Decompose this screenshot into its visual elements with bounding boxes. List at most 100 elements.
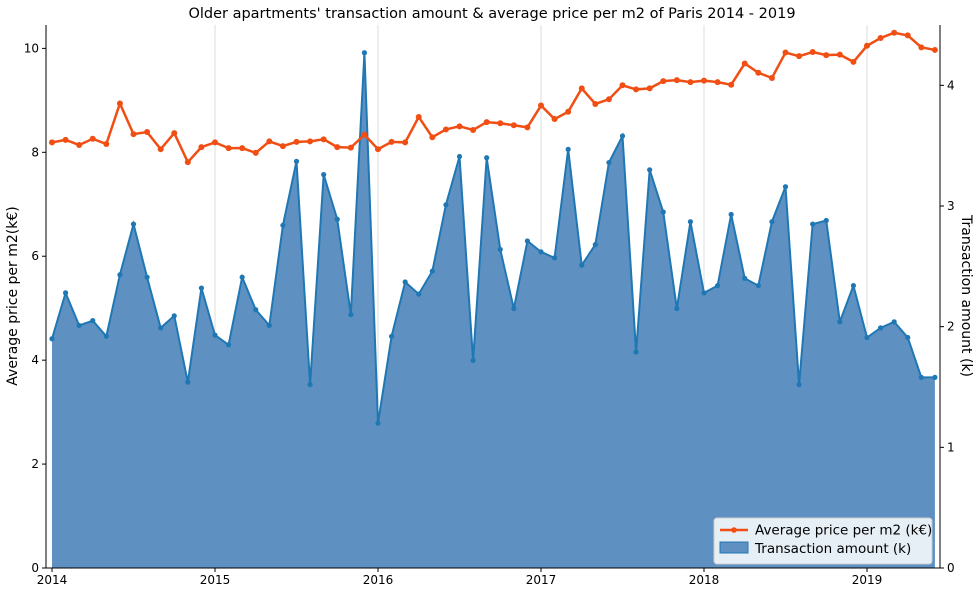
price-point [687, 79, 694, 86]
price-point [565, 108, 572, 115]
transaction-point [619, 133, 626, 139]
transaction-point [674, 305, 680, 312]
transaction-point [511, 305, 517, 312]
transaction-point [348, 312, 354, 318]
transaction-point [307, 381, 313, 388]
price-point [741, 60, 748, 67]
transaction-point [456, 153, 463, 160]
transaction-line [51, 52, 935, 424]
price-point [728, 81, 735, 88]
legend-box [713, 517, 933, 565]
transaction-point [918, 374, 924, 380]
left-y-tick-label: 2 [31, 457, 39, 471]
transaction-point [225, 342, 232, 348]
x-tick-label: 2018 [689, 573, 720, 587]
price-point [510, 122, 517, 129]
price-point [415, 113, 422, 120]
transaction-point [769, 219, 775, 225]
transaction-point [755, 283, 761, 289]
price-point [456, 123, 463, 130]
price-point [307, 138, 314, 145]
transaction-point [497, 246, 503, 253]
left-y-tick-label: 8 [31, 145, 39, 159]
transaction-point [592, 242, 598, 248]
left-axis-title: Average price per m2(k€) [5, 206, 21, 385]
price-point [877, 34, 884, 41]
x-tick-label: 2019 [852, 573, 883, 587]
transaction-point [850, 283, 857, 289]
transaction-point [932, 374, 938, 380]
x-tick-label: 2014 [37, 573, 68, 587]
price-point [239, 145, 246, 152]
price-point [320, 136, 327, 143]
price-point [864, 42, 870, 49]
price-point [796, 53, 803, 60]
transaction-point [633, 349, 639, 355]
price-point [551, 116, 558, 123]
transaction-point [171, 313, 177, 319]
left-y-ticks: 0 2 4 6 8 10 [24, 41, 46, 575]
transaction-point [877, 325, 884, 331]
transaction-point [660, 209, 666, 215]
transaction-point [443, 202, 449, 208]
transaction-point [293, 158, 300, 164]
price-point [538, 102, 544, 109]
transaction-point [579, 262, 585, 268]
x-tick-label: 2015 [200, 573, 231, 587]
price-point [592, 100, 599, 107]
transaction-point [130, 221, 137, 227]
price-point [755, 69, 762, 76]
transaction-point [470, 357, 476, 364]
transaction-point [117, 272, 123, 278]
transaction-point [742, 275, 748, 281]
legend-line-marker [731, 527, 737, 533]
price-point [768, 75, 775, 81]
price-point [388, 138, 395, 145]
x-ticks: 2014 2015 2016 2017 2018 2019 [37, 568, 883, 587]
transaction-point [185, 379, 191, 385]
transaction-point [375, 420, 381, 426]
transaction-point [484, 155, 490, 161]
price-point [809, 49, 816, 56]
area-series [49, 50, 938, 568]
price-point [429, 134, 436, 141]
transaction-point [687, 219, 694, 225]
price-point [470, 126, 477, 133]
price-point [931, 46, 938, 53]
left-y-tick-label: 6 [31, 249, 39, 263]
price-point [184, 159, 191, 166]
price-point [524, 124, 531, 131]
left-y-tick-label: 0 [31, 561, 39, 575]
price-point [836, 51, 843, 58]
transaction-point [90, 318, 96, 324]
transaction-point [551, 255, 558, 261]
price-point [49, 139, 55, 146]
price-point [782, 49, 789, 56]
transaction-point [891, 319, 897, 325]
transaction-point [266, 322, 272, 329]
transaction-point [782, 184, 789, 190]
transaction-point [905, 334, 911, 341]
price-point [918, 44, 925, 51]
price-point [497, 120, 504, 127]
price-point [347, 144, 354, 151]
price-point [714, 79, 721, 86]
transaction-point [361, 50, 368, 56]
price-point [442, 126, 449, 133]
right-y-tick-label: 4 [947, 78, 955, 92]
x-tick-label: 2017 [526, 573, 557, 587]
axes [45, 25, 941, 569]
price-point [646, 85, 653, 92]
price-point [904, 32, 911, 39]
price-point [673, 77, 680, 84]
price-point [130, 131, 137, 138]
transaction-point [402, 279, 408, 285]
right-y-tick-label: 2 [947, 320, 955, 334]
legend-price-label: Average price per m2 (k€) [755, 523, 932, 539]
price-point [850, 58, 857, 65]
transaction-point [538, 249, 544, 255]
legend-area-swatch [719, 541, 749, 554]
transaction-point [253, 307, 259, 313]
legend: Average price per m2 (k€) Transaction am… [713, 517, 933, 565]
price-point [334, 144, 341, 151]
